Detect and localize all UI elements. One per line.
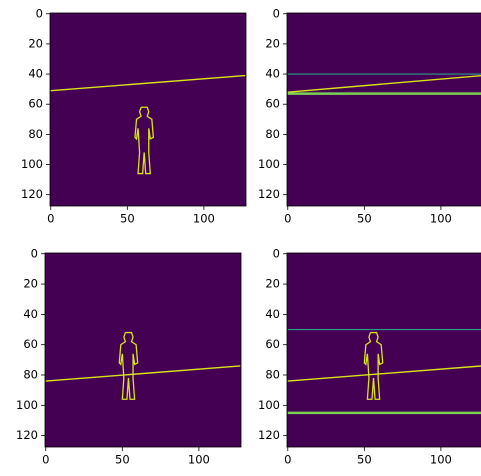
axes-frame [286, 12, 481, 207]
x-tick-label: 0 [284, 453, 291, 467]
y-tick-label: 20 [265, 277, 280, 291]
x-tick-label: 0 [47, 212, 54, 226]
y-tick-label: 40 [28, 67, 43, 81]
y-tick-label: 100 [16, 398, 38, 412]
y-tick-label: 20 [23, 277, 38, 291]
edge-line [287, 365, 481, 382]
x-tick-label: 50 [115, 453, 130, 467]
y-tick-label: 80 [23, 368, 38, 382]
y-tick-label: 0 [273, 246, 280, 260]
y-tick-label: 0 [31, 246, 38, 260]
x-tick-label: 50 [120, 212, 135, 226]
y-tick-label: 120 [16, 428, 38, 442]
y-tick-label: 80 [28, 127, 43, 141]
x-tick-label: 0 [284, 212, 291, 226]
edge-silhouette [363, 331, 384, 400]
x-tick-label: 100 [193, 212, 215, 226]
image [287, 253, 481, 447]
y-tick-label: 100 [21, 157, 43, 171]
y-tick-label: 20 [265, 36, 280, 50]
subplot: 0 20 40 60 80 100 120 0 50 100 [21, 6, 247, 226]
image [287, 13, 481, 206]
y-tick-label: 0 [273, 6, 280, 20]
x-tick-label: 50 [357, 212, 372, 226]
x-tick-label: 50 [357, 453, 372, 467]
edge-line [287, 74, 481, 93]
x-tick-label: 100 [430, 453, 452, 467]
edge-silhouette [118, 331, 139, 400]
y-tick-label: 40 [23, 307, 38, 321]
image-background [287, 253, 481, 447]
x-tick-label: 100 [188, 453, 210, 467]
y-tick-label: 0 [36, 6, 43, 20]
y-tick-label: 100 [258, 157, 280, 171]
y-tick-label: 120 [21, 187, 43, 201]
x-tick-label: 0 [42, 453, 49, 467]
edge-silhouette [134, 106, 155, 175]
plots: 0 20 40 60 80 100 120 0 50 100 0 20 40 60 80 100 120 0 50 1… [16, 6, 481, 467]
y-tick-label: 60 [265, 97, 280, 111]
x-tick-label: 100 [430, 212, 452, 226]
axes-frame [286, 252, 481, 448]
y-tick-label: 20 [28, 36, 43, 50]
y-tick-label: 40 [265, 67, 280, 81]
y-tick-label: 60 [23, 337, 38, 351]
y-tick-label: 80 [265, 127, 280, 141]
subplot: 0 20 40 60 80 100 120 0 50 100 [16, 246, 242, 467]
y-tick-label: 80 [265, 368, 280, 382]
image-background [287, 13, 481, 206]
y-tick-label: 120 [258, 428, 280, 442]
image [45, 253, 241, 447]
y-tick-label: 60 [28, 97, 43, 111]
subplot: 0 20 40 60 80 100 120 0 50 100 [258, 246, 481, 467]
edge-line [50, 74, 246, 92]
axes-frame [49, 12, 247, 207]
y-tick-label: 120 [258, 187, 280, 201]
image [50, 13, 246, 206]
image-background [45, 253, 241, 447]
y-tick-label: 60 [265, 337, 280, 351]
edge-line [45, 365, 241, 382]
y-tick-label: 100 [258, 398, 280, 412]
y-tick-label: 40 [265, 307, 280, 321]
axes-frame [44, 252, 242, 448]
subplot: 0 20 40 60 80 100 120 0 50 100 [258, 6, 481, 226]
